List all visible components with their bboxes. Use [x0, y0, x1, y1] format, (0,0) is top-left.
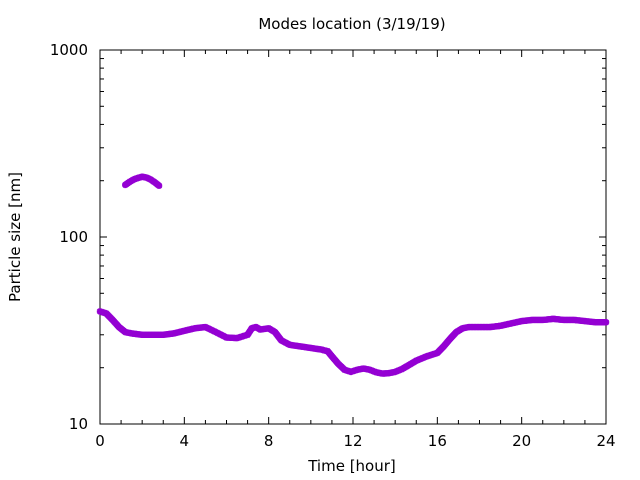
points-layer — [96, 173, 610, 377]
y-tick-label: 1000 — [50, 41, 88, 59]
y-axis-label: Particle size [nm] — [6, 172, 24, 302]
x-tick-label: 16 — [428, 432, 447, 450]
tick-labels-layer: 0 4 8 12 16 20 24 10 100 1000 — [50, 41, 616, 450]
ticks-layer — [99, 49, 607, 425]
main-mode-point — [602, 319, 610, 326]
x-tick-label: 12 — [343, 432, 362, 450]
y-tick-label: 100 — [59, 228, 88, 246]
x-tick-label: 8 — [264, 432, 274, 450]
x-tick-label: 4 — [180, 432, 190, 450]
x-tick-label: 20 — [512, 432, 531, 450]
x-axis-label: Time [hour] — [307, 457, 396, 475]
chart-title: Modes location (3/19/19) — [258, 15, 445, 33]
y-tick-label: 10 — [69, 415, 88, 433]
x-tick-label: 24 — [596, 432, 615, 450]
x-tick-label: 0 — [95, 432, 105, 450]
upper-mode-point — [155, 182, 163, 189]
